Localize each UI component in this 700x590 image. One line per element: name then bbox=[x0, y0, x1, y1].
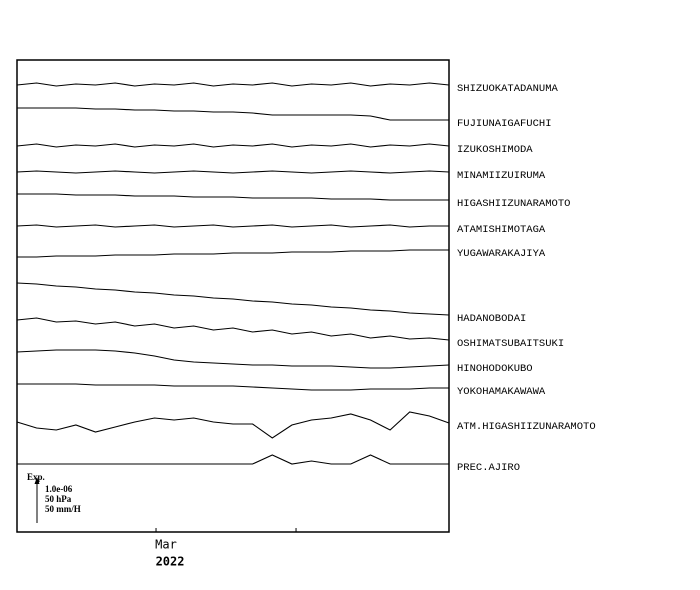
trace-label: OSHIMATSUBAITSUKI bbox=[457, 338, 564, 350]
plot-frame bbox=[16, 59, 450, 533]
trace bbox=[17, 249, 449, 258]
trace bbox=[16, 349, 450, 369]
trace bbox=[17, 383, 449, 391]
scale-label: 50 hPa bbox=[45, 494, 72, 504]
scale-label: 1.0e-06 bbox=[45, 484, 73, 494]
trace-label: HINOHODOKUBO bbox=[457, 363, 533, 375]
trace bbox=[17, 193, 449, 201]
trace-label: ATM.HIGASHIIZUNARAMOTO bbox=[457, 421, 596, 433]
trace bbox=[16, 411, 450, 439]
trace bbox=[17, 107, 449, 121]
trace bbox=[17, 454, 449, 465]
trace bbox=[16, 82, 450, 87]
trace-label: PREC.AJIRO bbox=[457, 462, 520, 474]
trace-label: ATAMISHIMOTAGA bbox=[457, 224, 546, 236]
x-year-label: 2022 bbox=[156, 555, 185, 569]
trace bbox=[16, 224, 449, 228]
trace bbox=[16, 143, 450, 148]
trace-label: IZUKOSHIMODA bbox=[457, 144, 533, 156]
trace-label: MINAMIIZUIRUMA bbox=[457, 170, 546, 182]
trace-label: HADANOBODAI bbox=[457, 313, 526, 325]
scale-title: Exp. bbox=[27, 472, 45, 482]
scale-arrow bbox=[34, 477, 40, 484]
scale-label: 50 mm/H bbox=[45, 504, 81, 514]
trace bbox=[16, 170, 450, 174]
x-tick-label: Mar bbox=[155, 538, 177, 552]
trace bbox=[16, 282, 450, 316]
trace-label: HIGASHIIZUNARAMOTO bbox=[457, 198, 570, 210]
trace-label: FUJIUNAIGAFUCHI bbox=[457, 118, 552, 130]
trace-label: YUGAWARAKAJIYA bbox=[457, 248, 546, 260]
trace-label: YOKOHAMAKAWAWA bbox=[457, 386, 546, 398]
trace-label: SHIZUOKATADANUMA bbox=[457, 83, 559, 95]
trace bbox=[16, 317, 450, 341]
